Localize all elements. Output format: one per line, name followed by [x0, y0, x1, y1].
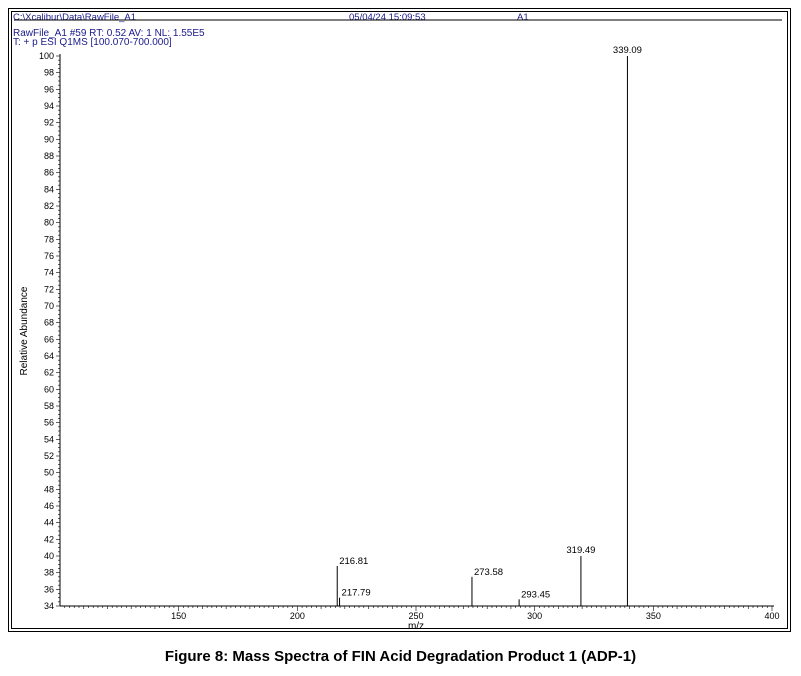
y-tick-label: 90	[44, 134, 54, 144]
peak-label: 273.58	[474, 567, 503, 578]
y-tick-label: 76	[44, 251, 54, 261]
y-tick-label: 62	[44, 368, 54, 378]
x-tick-label: 350	[646, 611, 661, 621]
scan-info-line1: RawFile_A1 #59 RT: 0.52 AV: 1 NL: 1.55E5	[13, 28, 205, 39]
mass-spectrum-chart: 34 36 38 40 42 44 46 48 50 52 54 56 58 60 62 64 66 68 70 72…	[14, 19, 782, 632]
y-tick-label: 48	[44, 484, 54, 494]
chart-axes	[59, 54, 774, 607]
y-tick-label: 88	[44, 151, 54, 161]
peak-label: 293.45	[521, 589, 550, 600]
y-tick-label: 96	[44, 84, 54, 94]
y-tick-label: 58	[44, 401, 54, 411]
y-tick-label: 42	[44, 534, 54, 544]
x-tick-label: 400	[764, 611, 779, 621]
y-tick-label: 78	[44, 234, 54, 244]
y-axis-ticks: 34 36 38 40 42 44 46 48 50 52 54 56 58 60 62 64 66 68 70 72…	[39, 51, 60, 611]
peak-label: 339.09	[613, 45, 642, 56]
peak-label: 319.49	[566, 545, 595, 556]
spectrum-frame	[8, 8, 791, 632]
y-tick-label: 84	[44, 184, 54, 194]
peak-series: 216.81 217.79 273.58 293.45 319.49 339.09	[336, 45, 642, 606]
x-tick-label: 150	[171, 611, 186, 621]
y-tick-label: 52	[44, 451, 54, 461]
y-tick-label: 54	[44, 434, 54, 444]
y-tick-label: 74	[44, 268, 54, 278]
spectrum-frame-inner	[11, 11, 788, 629]
y-axis-label: Relative Abundance	[19, 286, 30, 375]
sample-name: A1	[517, 12, 529, 23]
y-tick-label: 64	[44, 351, 54, 361]
y-tick-label: 66	[44, 334, 54, 344]
y-tick-label: 38	[44, 568, 54, 578]
y-tick-label: 40	[44, 551, 54, 561]
x-tick-label: 200	[290, 611, 305, 621]
y-tick-label: 100	[39, 51, 54, 61]
figure-caption: Figure 8: Mass Spectra of FIN Acid Degra…	[164, 648, 637, 665]
file-path: C:\Xcalibur\Data\RawFile_A1	[13, 12, 137, 23]
y-tick-label: 46	[44, 501, 54, 511]
peak-label: 216.81	[339, 556, 368, 567]
y-tick-label: 92	[44, 118, 54, 128]
y-tick-label: 34	[44, 601, 54, 611]
x-axis-ticks: 150 200 250 300 350 400	[64, 606, 780, 621]
y-tick-label: 70	[44, 301, 54, 311]
y-tick-label: 86	[44, 168, 54, 178]
y-tick-label: 98	[44, 68, 54, 78]
peak-label: 217.79	[342, 588, 371, 599]
x-tick-label: 300	[527, 611, 542, 621]
y-tick-label: 94	[44, 101, 54, 111]
y-tick-label: 80	[44, 218, 54, 228]
y-tick-label: 36	[44, 584, 54, 594]
y-tick-label: 44	[44, 518, 54, 528]
y-tick-label: 56	[44, 418, 54, 428]
x-axis-label: m/z	[408, 621, 424, 632]
scan-info-line2: T: + p ESI Q1MS [100.070-700.000]	[13, 37, 172, 48]
y-tick-label: 50	[44, 468, 54, 478]
x-tick-label: 250	[408, 611, 423, 621]
y-tick-label: 60	[44, 384, 54, 394]
y-tick-label: 72	[44, 284, 54, 294]
y-tick-label: 82	[44, 201, 54, 211]
y-tick-label: 68	[44, 318, 54, 328]
acquisition-datetime: 05/04/24 15:09:53	[349, 12, 426, 23]
